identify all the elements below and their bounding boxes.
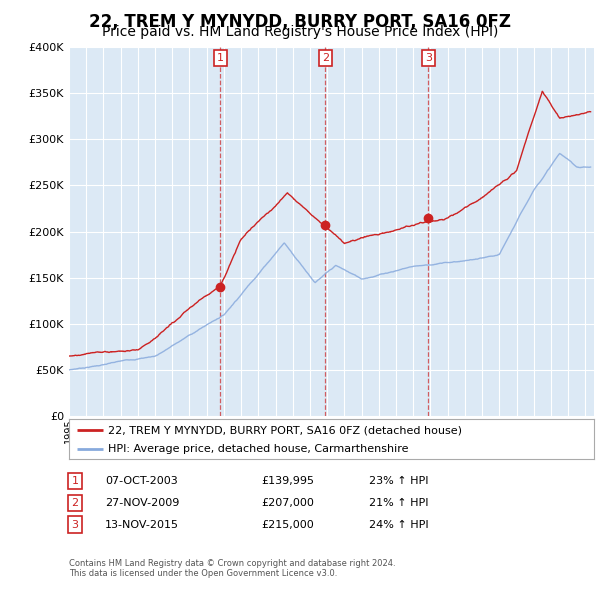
Text: This data is licensed under the Open Government Licence v3.0.: This data is licensed under the Open Gov…: [69, 569, 337, 578]
Text: 22, TREM Y MYNYDD, BURRY PORT, SA16 0FZ (detached house): 22, TREM Y MYNYDD, BURRY PORT, SA16 0FZ …: [109, 425, 463, 435]
Text: 24% ↑ HPI: 24% ↑ HPI: [369, 520, 428, 529]
Text: 3: 3: [71, 520, 79, 529]
Text: 1: 1: [217, 53, 224, 63]
Text: 1: 1: [71, 476, 79, 486]
Text: 2: 2: [322, 53, 329, 63]
Text: £207,000: £207,000: [261, 498, 314, 507]
Text: 21% ↑ HPI: 21% ↑ HPI: [369, 498, 428, 507]
Text: 23% ↑ HPI: 23% ↑ HPI: [369, 476, 428, 486]
Text: £139,995: £139,995: [261, 476, 314, 486]
Text: 22, TREM Y MYNYDD, BURRY PORT, SA16 0FZ: 22, TREM Y MYNYDD, BURRY PORT, SA16 0FZ: [89, 13, 511, 31]
Text: Price paid vs. HM Land Registry's House Price Index (HPI): Price paid vs. HM Land Registry's House …: [102, 25, 498, 40]
Text: 3: 3: [425, 53, 432, 63]
Text: 2: 2: [71, 498, 79, 507]
Text: 27-NOV-2009: 27-NOV-2009: [105, 498, 179, 507]
Text: £215,000: £215,000: [261, 520, 314, 529]
Text: 13-NOV-2015: 13-NOV-2015: [105, 520, 179, 529]
Text: HPI: Average price, detached house, Carmarthenshire: HPI: Average price, detached house, Carm…: [109, 444, 409, 454]
Text: Contains HM Land Registry data © Crown copyright and database right 2024.: Contains HM Land Registry data © Crown c…: [69, 559, 395, 568]
Text: 07-OCT-2003: 07-OCT-2003: [105, 476, 178, 486]
